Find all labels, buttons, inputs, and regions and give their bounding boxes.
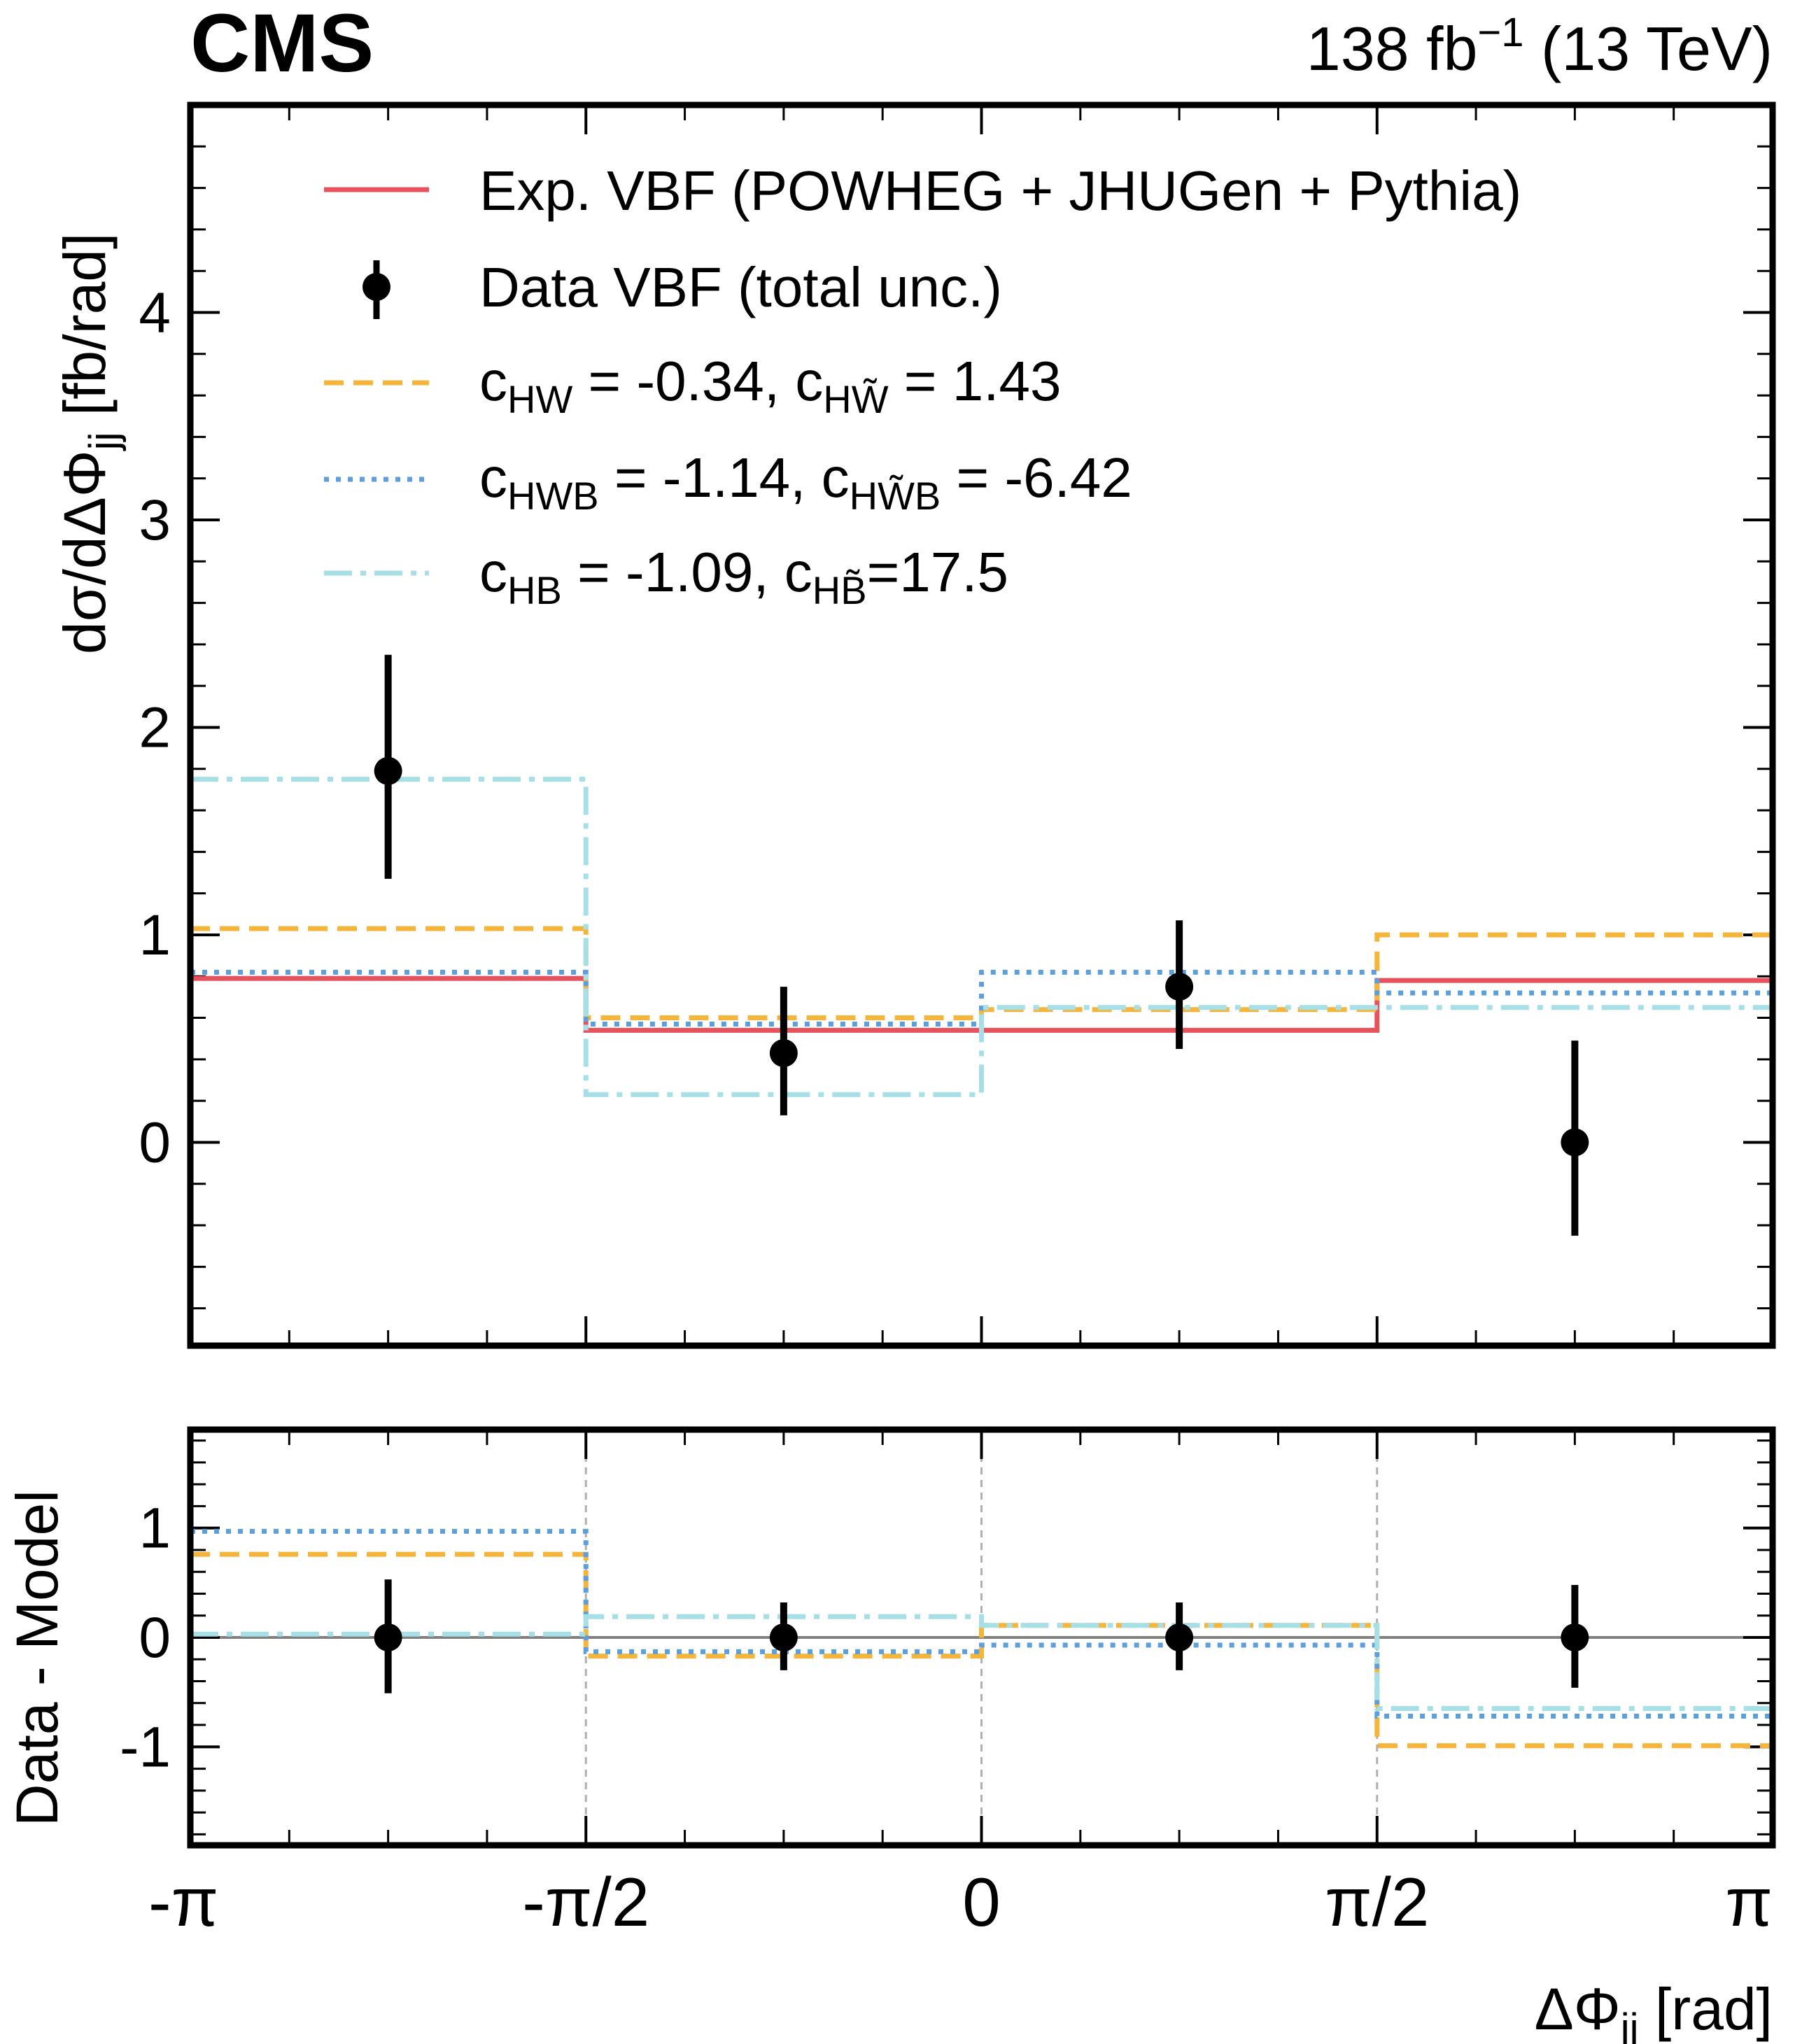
y-tick-label: 0 [139, 1606, 171, 1670]
y-tick-label: 1 [139, 1497, 171, 1560]
x-axis-title: ΔΦjj [rad] [1535, 1976, 1773, 2044]
x-tick-label: 0 [962, 1863, 1001, 1940]
legend-hb-end: =17.5 [867, 541, 1008, 603]
legend-hwb-mid: = -1.14, c [599, 446, 850, 509]
legend-hw-end: = 1.43 [889, 350, 1062, 412]
main-series-step-dashdot [190, 777, 1773, 1097]
main-data-marker [769, 1038, 798, 1067]
legend-hb-sub1: HB [507, 568, 562, 612]
luminosity-label: 138 fb−1 (13 TeV) [1307, 10, 1773, 83]
main-ylabel-unit: [fb/rad] [52, 233, 118, 432]
ratio-series-step-dashed [190, 1551, 1773, 1749]
main-ylabel-main: dσ/dΔΦ [52, 450, 118, 654]
ratio-series-step-dotted [190, 1528, 1773, 1719]
lumi-value: 138 fb [1307, 14, 1478, 83]
ratio-y-axis-title: Data - Model [4, 1490, 70, 1826]
y-tick-label: 2 [139, 696, 171, 759]
lumi-energy: (13 TeV) [1524, 14, 1773, 83]
ratio-series [190, 1528, 1773, 1749]
legend-hw-mid: = -0.34, c [572, 350, 823, 412]
ratio-data-points [374, 1579, 1589, 1693]
xlabel-unit: [rad] [1639, 1976, 1773, 2042]
main-y-axis-title: dσ/dΔΦjj [fb/rad] [52, 233, 127, 654]
x-tick-label: π/2 [1325, 1863, 1429, 1940]
main-data-marker [374, 756, 402, 785]
ratio-panel: -1 0 1 [120, 1426, 1776, 1849]
main-panel: 0 1 2 3 4 [139, 101, 1776, 1349]
ratio-plot-frame [187, 1426, 1776, 1849]
legend-hwb-end: = -6.42 [941, 446, 1132, 509]
legend-hb-sub2: HB̃ [812, 568, 867, 612]
lumi-exponent: −1 [1477, 10, 1523, 55]
experiment-label: CMS [190, 0, 374, 90]
y-tick-label: -1 [120, 1715, 171, 1779]
main-data-points [374, 654, 1589, 1236]
legend-hwb-sub2: HW̃B [850, 474, 941, 518]
x-tick-label: -π/2 [522, 1863, 649, 1940]
ratio-data-marker [769, 1623, 798, 1651]
ratio-data-marker [1165, 1623, 1194, 1651]
legend-label-expected: Exp. VBF (POWHEG + JHUGen + Pythia) [479, 160, 1521, 222]
x-tick-label: -π [148, 1863, 218, 1940]
main-series-step-dotted [190, 969, 1773, 1027]
legend-hw-sub2: HW̃ [823, 377, 888, 421]
x-tick-labels: -π -π/2 0 π/2 π [148, 1863, 1773, 1940]
main-ylabel-sub: jj [81, 432, 127, 451]
legend-hwb-sub1: HWB [507, 474, 599, 518]
legend-hw-c1: c [479, 350, 507, 412]
legend-hwb-c1: c [479, 446, 507, 509]
ratio-series-step-dashdot [190, 1614, 1773, 1712]
main-plot-frame [187, 101, 1776, 1349]
main-series [190, 777, 1773, 1097]
ratio-data-marker [1561, 1623, 1589, 1651]
legend-label-hw: cHW = -0.34, cHW̃ = 1.43 [479, 350, 1061, 421]
legend-label-hwb: cHWB = -1.14, cHW̃B = -6.42 [479, 446, 1132, 518]
ratio-data-marker [374, 1623, 402, 1651]
legend-label-data: Data VBF (total unc.) [479, 256, 1002, 318]
main-data-marker [1165, 973, 1194, 1001]
y-tick-label: 1 [139, 903, 171, 967]
x-tick-label: π [1725, 1863, 1773, 1940]
xlabel-main: ΔΦ [1535, 1976, 1621, 2042]
legend: Exp. VBF (POWHEG + JHUGen + Pythia) Data… [324, 160, 1521, 612]
legend-label-hb: cHB = -1.09, cHB̃=17.5 [479, 541, 1008, 612]
legend-swatch-data-marker [362, 273, 390, 301]
main-data-marker [1561, 1128, 1589, 1157]
y-tick-label: 0 [139, 1111, 171, 1174]
main-ticks: 0 1 2 3 4 [139, 104, 1774, 1346]
legend-hb-mid: = -1.09, c [562, 541, 812, 603]
legend-hb-c1: c [479, 541, 507, 603]
main-series-step-dashed [190, 926, 1773, 1021]
y-tick-label: 4 [139, 281, 171, 344]
y-tick-label: 3 [139, 488, 171, 552]
xlabel-sub: jj [1619, 2006, 1639, 2044]
legend-hw-sub1: HW [507, 377, 572, 421]
